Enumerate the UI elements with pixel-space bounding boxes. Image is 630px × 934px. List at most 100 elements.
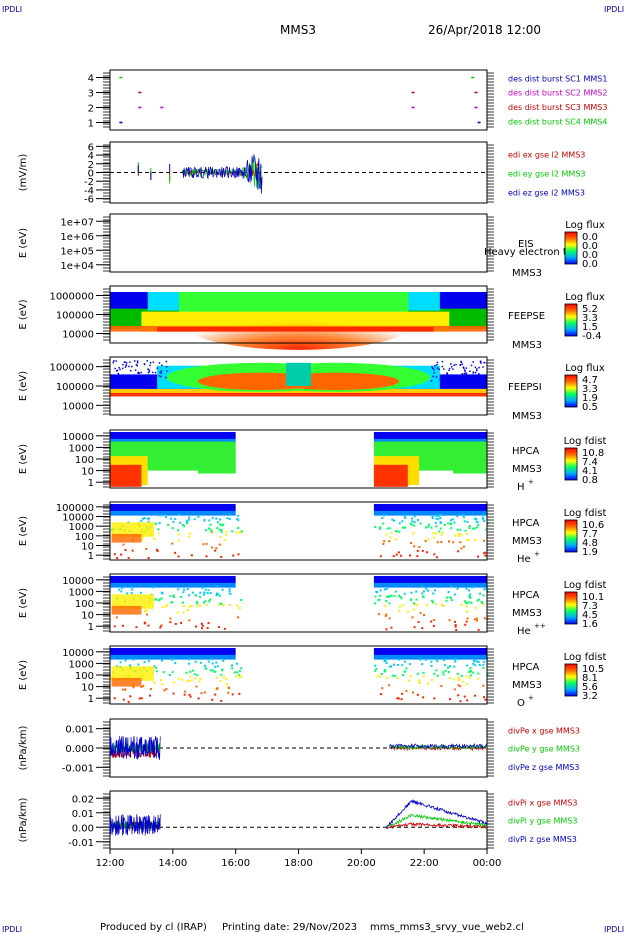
- hpca-o-panel-y-tick: 1000: [69, 659, 94, 670]
- eis-panel-y-tick: 1e+07: [60, 217, 94, 228]
- divpe-panel-y-tick: 0.000: [65, 744, 94, 755]
- feepsi-panel-label: FEEPSI: [508, 382, 542, 393]
- hpca-h-panel-spectrogram: [110, 432, 236, 439]
- feepse-panel-y-label: E (eV): [18, 299, 29, 329]
- corner-label-bottom-right: IPDLI: [604, 925, 624, 934]
- divpi-panel-y-tick: 0.00: [72, 823, 94, 834]
- hpca-he1-panel-species-charge: +: [534, 550, 540, 558]
- feepse-panel-colorbar-tick: 5.2: [582, 304, 598, 315]
- feepsi-spectrogram: [110, 388, 487, 396]
- hpca-he2-panel-spectrogram: [110, 576, 236, 583]
- feepsi-panel-colorbar-tick: 1.9: [582, 393, 598, 404]
- feepsi-panel-colorbar: [564, 374, 578, 408]
- hpca-h-panel-spectrogram: [373, 432, 487, 439]
- divpi-panel-y-label: (nPa/km): [18, 798, 29, 843]
- hpca-he1-panel-colorbar-tick: 4.8: [582, 538, 598, 549]
- x-axis-tick-label: 18:00: [284, 858, 313, 869]
- burst-panel-y-tick: 4: [88, 74, 94, 85]
- divpi-panel-y-tick: 0.02: [72, 794, 94, 805]
- feepsi-panel-colorbar-title: Log flux: [565, 363, 605, 374]
- divpi-panel-legend-item: divPi y gse MMS3: [508, 817, 577, 826]
- divpe-panel-legend-item: divPe z gse MMS3: [508, 763, 579, 772]
- burst-panel-legend-item: des dist burst SC3 MMS3: [508, 103, 607, 112]
- feepse-panel-colorbar-title: Log flux: [565, 292, 605, 303]
- eis-panel-label: MMS3: [512, 268, 542, 279]
- hpca-he1-panel-colorbar-tick: 1.9: [582, 547, 598, 558]
- hpca-o-panel-spectrogram: [110, 648, 236, 655]
- hpca-he1-panel-spectrogram: [373, 504, 487, 511]
- eis-panel: [109, 213, 488, 273]
- divpe-panel-y-tick: 0.001: [65, 725, 94, 736]
- edi-panel-y-tick: 6: [88, 142, 94, 153]
- hpca-he2-panel-colorbar-tick: 1.6: [582, 619, 598, 630]
- hpca-he2-panel-y-tick: 10000: [62, 576, 94, 587]
- x-axis-tick-label: 22:00: [410, 858, 439, 869]
- hpca-o-panel-colorbar-tick: 10.5: [582, 664, 604, 675]
- hpca-he2-panel-colorbar-title: Log fdist: [564, 580, 607, 591]
- hpca-he1-panel-colorbar-tick: 10.6: [582, 520, 604, 531]
- hpca-he2-panel-y-tick: 100: [75, 599, 94, 610]
- hpca-o-panel-label: MMS3: [512, 680, 542, 691]
- feepsi-panel-y-tick: 1000000: [49, 363, 94, 374]
- hpca-o-panel-colorbar: [564, 663, 578, 697]
- hpca-h-panel-y-tick: 10000: [62, 432, 94, 443]
- hpca-he2-panel-colorbar-tick: 7.3: [582, 601, 598, 612]
- divpi-series-line: [109, 813, 161, 836]
- footer-printing-date: Printing date: 29/Nov/2023: [222, 922, 357, 933]
- hpca-he2-panel-y-label: E (eV): [18, 588, 29, 618]
- hpca-he2-panel-label: MMS3: [512, 608, 542, 619]
- hpca-h-panel-label: HPCA: [512, 446, 540, 457]
- feepse-panel-colorbar: [564, 303, 578, 337]
- feepse-panel-label: MMS3: [512, 340, 542, 351]
- hpca-o-panel-y-tick: 10: [81, 683, 94, 694]
- eis-panel-y-tick: 1e+06: [60, 232, 94, 243]
- hpca-he2-panel-colorbar-tick: 10.1: [582, 592, 604, 603]
- feepsi-panel-colorbar-tick: 3.3: [582, 384, 598, 395]
- hpca-o-panel-species-charge: +: [528, 694, 534, 702]
- hpca-h-panel-species-charge: +: [528, 478, 534, 486]
- spacecraft-title: MMS3: [280, 23, 316, 37]
- hpca-o-panel-y-label: E (eV): [18, 660, 29, 690]
- hpca-h-panel-colorbar: [564, 447, 578, 481]
- edi-panel-y-tick: -2: [84, 177, 94, 188]
- burst-panel-y-tick: 1: [88, 119, 94, 130]
- feepsi-panel-y-tick: 10000: [62, 401, 94, 412]
- hpca-o-panel-species-label: O: [517, 698, 525, 709]
- hpca-h-panel-y-tick: 100: [75, 455, 94, 466]
- hpca-o-panel-colorbar-title: Log fdist: [564, 652, 607, 663]
- feepsi-panel-label: MMS3: [512, 411, 542, 422]
- hpca-he1-panel-y-tick: 100000: [56, 503, 94, 514]
- divpi-panel-y-tick: -0.01: [68, 838, 94, 849]
- hpca-he1-panel-spectrogram: [110, 504, 236, 511]
- hpca-o-panel-colorbar-tick: 3.2: [582, 691, 598, 702]
- hpca-he1-panel-species-label: He: [517, 554, 531, 565]
- eis-panel-colorbar: [564, 231, 578, 265]
- eis-panel-label: Heavy electron to: [484, 247, 573, 258]
- feepsi-panel-colorbar-tick: 4.7: [582, 375, 598, 386]
- x-axis-tick-label: 12:00: [96, 858, 125, 869]
- hpca-o-panel-y-tick: 10000: [62, 648, 94, 659]
- eis-panel-y-label: E (eV): [18, 228, 29, 258]
- feepsi-panel-y-tick: 100000: [56, 382, 94, 393]
- feepse-panel-colorbar-tick: -0.4: [582, 331, 602, 342]
- hpca-he1-panel-y-tick: 1: [88, 551, 94, 562]
- hpca-h-panel-label: MMS3: [512, 464, 542, 475]
- burst-panel-legend-item: des dist burst SC2 MMS2: [508, 89, 607, 98]
- hpca-o-panel-y-tick: 1: [88, 694, 94, 705]
- burst-mark: [411, 106, 415, 109]
- hpca-o-panel-colorbar-tick: 5.6: [582, 682, 598, 693]
- burst-mark: [160, 106, 164, 109]
- feepse-panel-label: FEEPSE: [508, 311, 545, 322]
- footer-file: mms_mms3_srvy_vue_web2.cl: [370, 922, 524, 933]
- edi-panel-y-tick: 0: [88, 169, 94, 180]
- hpca-h-panel-y-tick: 10: [81, 467, 94, 478]
- hpca-he2-panel-colorbar-tick: 4.5: [582, 610, 598, 621]
- eis-panel-colorbar-tick: 0.0: [582, 259, 598, 270]
- divpe-panel-legend-item: divPe x gse MMS3: [508, 727, 580, 736]
- eis-panel-y-tick: 1e+04: [60, 261, 94, 272]
- hpca-he1-panel-colorbar-tick: 7.7: [582, 529, 598, 540]
- burst-mark: [471, 76, 475, 79]
- divpe-series-line: [109, 735, 161, 761]
- datetime-title: 26/Apr/2018 12:00: [428, 23, 541, 37]
- x-axis-tick-label: 16:00: [221, 858, 250, 869]
